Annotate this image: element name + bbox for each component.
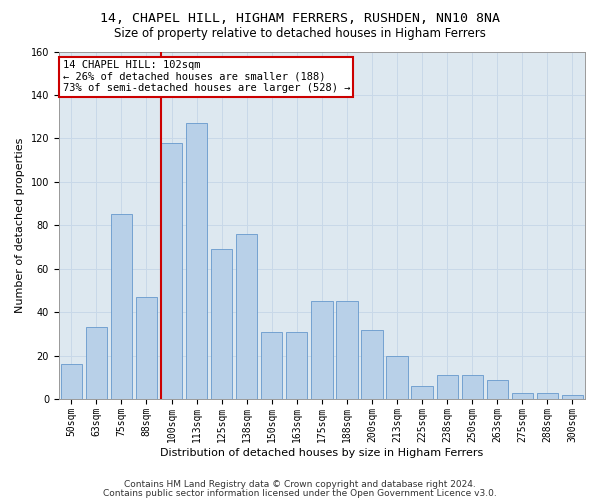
- Bar: [261, 332, 283, 399]
- Bar: [437, 375, 458, 399]
- Bar: [361, 330, 383, 399]
- Bar: [186, 123, 207, 399]
- Bar: [386, 356, 408, 399]
- Bar: [461, 375, 483, 399]
- Bar: [412, 386, 433, 399]
- Text: Contains public sector information licensed under the Open Government Licence v3: Contains public sector information licen…: [103, 489, 497, 498]
- Bar: [211, 249, 232, 399]
- Bar: [537, 392, 558, 399]
- Bar: [512, 392, 533, 399]
- Bar: [336, 302, 358, 399]
- Text: 14 CHAPEL HILL: 102sqm
← 26% of detached houses are smaller (188)
73% of semi-de: 14 CHAPEL HILL: 102sqm ← 26% of detached…: [62, 60, 350, 94]
- Bar: [311, 302, 332, 399]
- Text: Contains HM Land Registry data © Crown copyright and database right 2024.: Contains HM Land Registry data © Crown c…: [124, 480, 476, 489]
- Text: 14, CHAPEL HILL, HIGHAM FERRERS, RUSHDEN, NN10 8NA: 14, CHAPEL HILL, HIGHAM FERRERS, RUSHDEN…: [100, 12, 500, 26]
- Bar: [86, 328, 107, 399]
- Bar: [562, 394, 583, 399]
- Bar: [136, 297, 157, 399]
- Bar: [111, 214, 132, 399]
- X-axis label: Distribution of detached houses by size in Higham Ferrers: Distribution of detached houses by size …: [160, 448, 484, 458]
- Bar: [161, 142, 182, 399]
- Y-axis label: Number of detached properties: Number of detached properties: [15, 138, 25, 313]
- Bar: [487, 380, 508, 399]
- Text: Size of property relative to detached houses in Higham Ferrers: Size of property relative to detached ho…: [114, 28, 486, 40]
- Bar: [236, 234, 257, 399]
- Bar: [61, 364, 82, 399]
- Bar: [286, 332, 307, 399]
